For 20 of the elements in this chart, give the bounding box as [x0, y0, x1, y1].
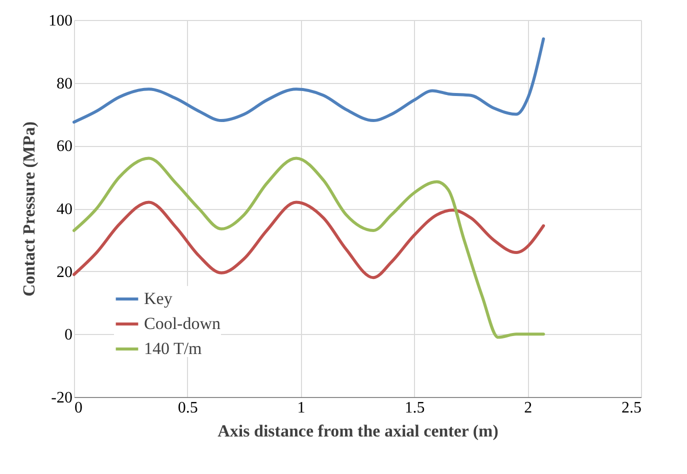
- legend-label: Cool-down: [144, 314, 221, 333]
- x-tick-label: 0.5: [178, 400, 198, 416]
- y-tick-label: 20: [56, 264, 72, 281]
- y-tick-label: -20: [51, 390, 72, 406]
- y-axis-title: Contact Pressure (MPa): [20, 122, 38, 296]
- x-tick-label: 1.5: [404, 400, 425, 416]
- y-tick-label: 0: [64, 326, 72, 344]
- y-tick-label: 40: [56, 201, 72, 218]
- y-tick-label: 100: [48, 12, 72, 30]
- x-tick-label: 2.5: [622, 400, 642, 416]
- line-series: [72, 37, 545, 124]
- y-tick-label: 80: [56, 75, 72, 92]
- line-series: [72, 156, 545, 339]
- line-series: [72, 200, 545, 280]
- y-tick-label: 60: [56, 138, 72, 156]
- x-tick-label: 1: [297, 400, 306, 416]
- legend-label: 140 T/m: [144, 339, 202, 358]
- x-tick-label: 2: [524, 400, 532, 416]
- legend-label: Key: [144, 289, 173, 308]
- x-axis-title: Axis distance from the axial center (m): [218, 422, 498, 440]
